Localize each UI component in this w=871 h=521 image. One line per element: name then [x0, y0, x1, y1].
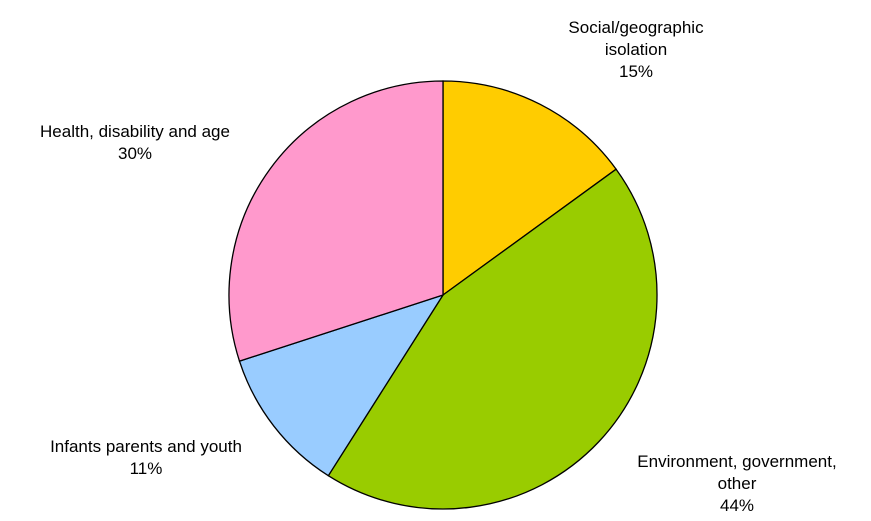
slice-name-label: other — [718, 474, 757, 493]
slice-label: Health, disability and age 30% — [40, 122, 230, 163]
slice-percent-label: 11% — [130, 459, 163, 478]
slice-name-label: Health, disability and age — [40, 122, 230, 141]
pie-slice — [442, 80, 618, 297]
slice-percent-label: 44% — [720, 496, 754, 515]
slice-name-label: isolation — [605, 40, 667, 59]
pie-slice — [228, 80, 444, 362]
slice-label: Infants parents and youth 11% — [50, 437, 242, 478]
slice-label: Social/geographic isolation 15% — [568, 18, 704, 81]
pie-slices — [228, 80, 658, 510]
pie-labels: Social/geographic isolation 15% Environment… — [40, 18, 837, 515]
pie-slice — [238, 293, 445, 477]
slice-name-label: Social/geographic — [568, 18, 704, 37]
slice-label: Environment, government, other 44% — [637, 452, 836, 515]
slice-percent-label: 30% — [118, 144, 152, 163]
slice-name-label: Environment, government, — [637, 452, 836, 471]
slice-name-label: Infants parents and youth — [50, 437, 242, 456]
slice-percent-label: 15% — [619, 62, 653, 81]
pie-slice — [327, 168, 658, 510]
